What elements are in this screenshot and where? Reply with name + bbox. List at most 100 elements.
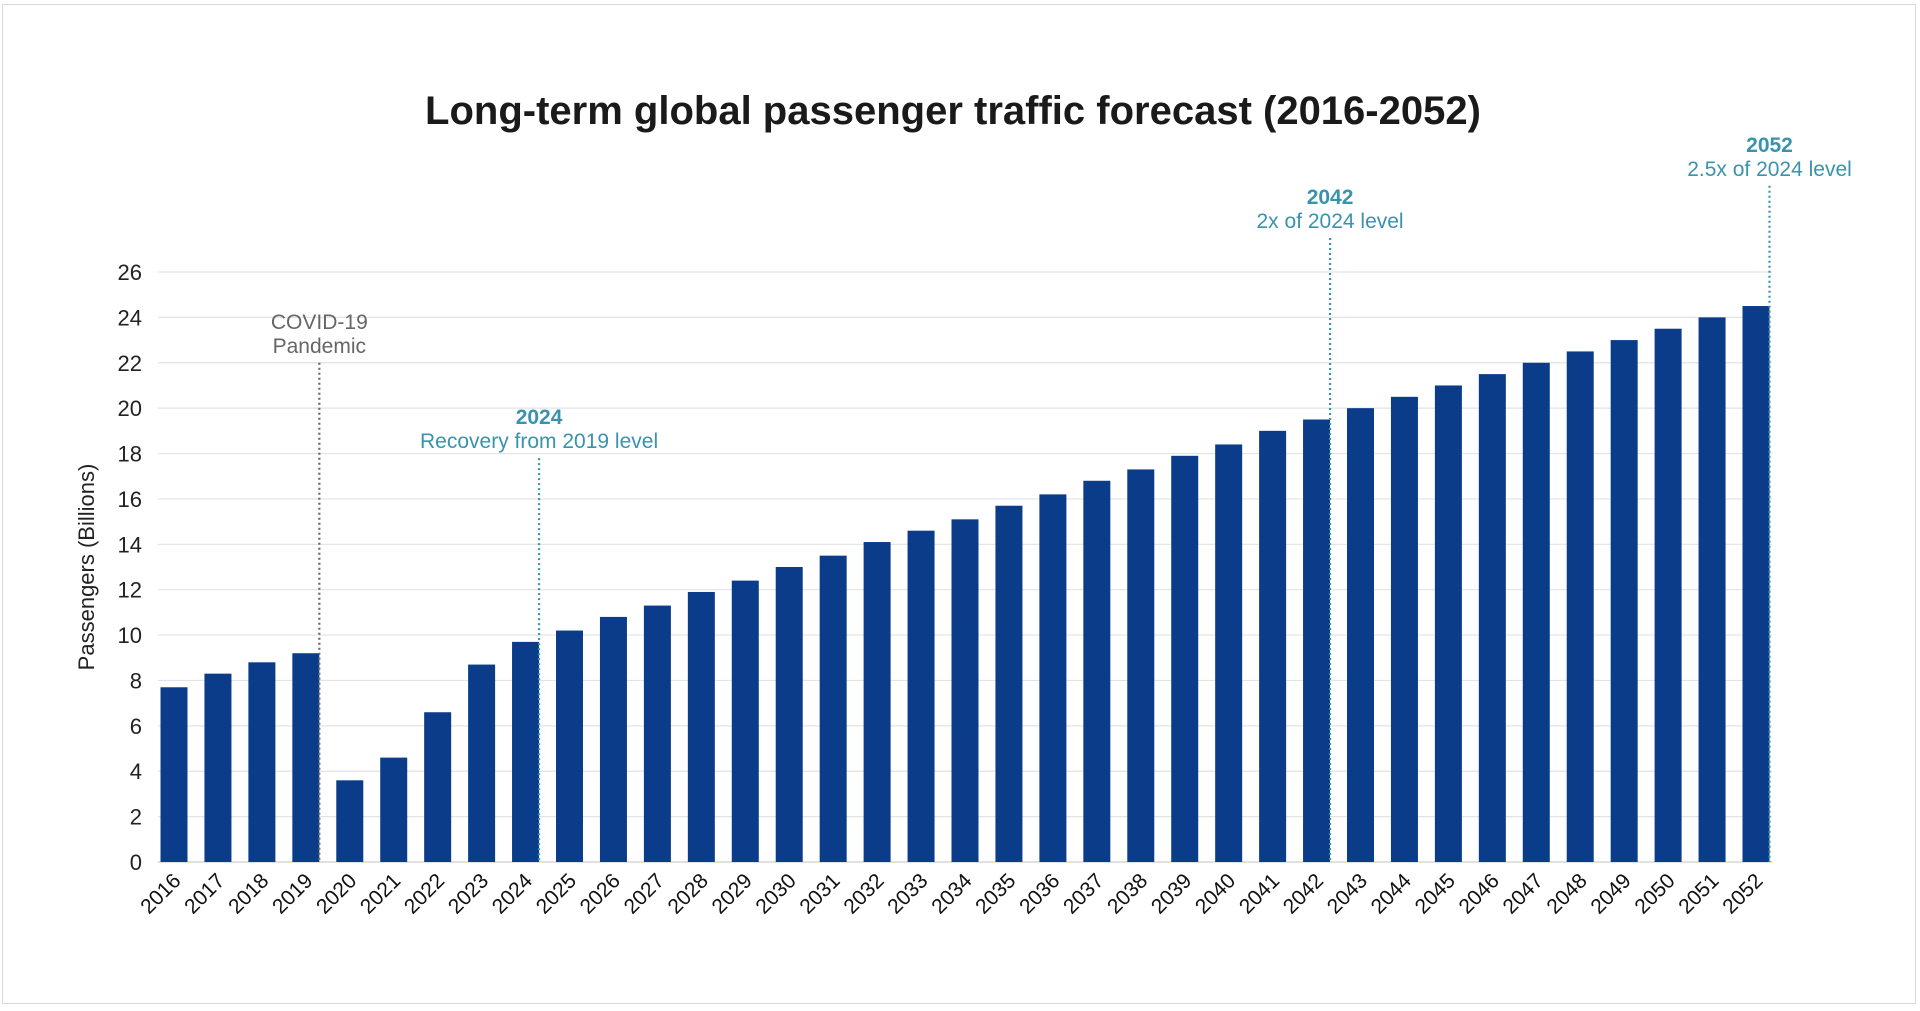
x-tick-label: 2038 (1103, 869, 1152, 918)
y-tick-label: 4 (130, 759, 142, 784)
y-tick-label: 14 (118, 532, 142, 557)
bar-2031 (819, 555, 847, 862)
x-tick-label: 2040 (1191, 869, 1240, 918)
x-tick-label: 2044 (1367, 869, 1417, 919)
y-tick-label: 10 (118, 623, 142, 648)
x-tick-label: 2027 (620, 869, 669, 918)
annotation-title: 2052 (1746, 134, 1793, 157)
x-tick-label: 2045 (1411, 869, 1460, 918)
bar-2024 (512, 641, 540, 862)
y-tick-label: 6 (130, 714, 142, 739)
bar-2016 (160, 687, 188, 862)
bar-2035 (995, 505, 1023, 862)
bar-2051 (1698, 317, 1726, 862)
bar-2025 (556, 630, 583, 862)
bar-2028 (687, 591, 715, 862)
bar-2041 (1259, 430, 1287, 862)
x-tick-label: 2042 (1279, 869, 1328, 918)
bar-2034 (951, 519, 979, 862)
bar-2029 (731, 580, 759, 862)
x-tick-label: 2047 (1499, 869, 1548, 918)
annotation-title: 2024 (516, 406, 563, 429)
x-tick-label: 2037 (1059, 869, 1108, 918)
x-tick-label: 2025 (532, 869, 581, 918)
y-tick-label: 0 (130, 850, 142, 875)
bar-2037 (1083, 480, 1111, 862)
y-tick-label: 26 (118, 260, 142, 285)
y-tick-label: 16 (118, 487, 142, 512)
bar-2040 (1215, 444, 1243, 862)
bar-2039 (1171, 455, 1199, 862)
bar-2047 (1522, 362, 1550, 862)
bar-2050 (1654, 328, 1682, 862)
bar-2026 (599, 616, 627, 862)
x-tick-label: 2043 (1323, 869, 1372, 918)
x-tick-label: 2016 (136, 869, 185, 918)
x-tick-label: 2050 (1630, 869, 1679, 918)
bar-2038 (1127, 469, 1155, 862)
x-tick-label: 2022 (400, 869, 449, 918)
x-tick-label: 2021 (356, 869, 405, 918)
bar-2052 (1742, 306, 1770, 862)
x-tick-label: 2032 (839, 869, 888, 918)
bar-2046 (1478, 374, 1506, 862)
bar-2043 (1347, 408, 1374, 862)
annotation-title: 2042 (1307, 186, 1354, 209)
x-tick-label: 2048 (1542, 869, 1591, 918)
bar-2023 (468, 664, 496, 862)
annotation-text: Pandemic (273, 335, 366, 358)
x-tick-label: 2029 (708, 869, 757, 918)
y-axis-label: Passengers (Billions) (74, 464, 99, 671)
bar-2042 (1303, 419, 1331, 862)
x-tick-label: 2018 (224, 869, 273, 918)
y-tick-label: 12 (118, 578, 142, 603)
bar-2017 (204, 673, 232, 862)
x-tick-label: 2041 (1235, 869, 1284, 918)
x-tick-label: 2046 (1455, 869, 1504, 918)
x-tick-label: 2051 (1674, 869, 1723, 918)
bar-2020 (336, 780, 364, 862)
bar-2044 (1390, 396, 1418, 862)
x-tick-label: 2036 (1015, 869, 1064, 918)
x-tick-label: 2030 (751, 869, 800, 918)
bar-2048 (1566, 351, 1594, 862)
bar-2036 (1039, 494, 1067, 862)
x-tick-label: 2023 (444, 869, 493, 918)
y-tick-label: 24 (118, 305, 142, 330)
x-tick-label: 2017 (180, 869, 229, 918)
x-tick-label: 2031 (795, 869, 844, 918)
bar-2019 (292, 653, 320, 862)
bar-2032 (863, 542, 891, 862)
bar-2049 (1610, 340, 1638, 863)
bar-2018 (248, 662, 276, 862)
bar-2027 (643, 605, 671, 862)
x-tick-label: 2028 (664, 869, 713, 918)
annotation-text: Recovery from 2019 level (420, 430, 658, 453)
x-tick-label: 2026 (576, 869, 625, 918)
bar-2045 (1434, 385, 1462, 862)
bar-2022 (424, 712, 452, 862)
bar-2030 (775, 567, 803, 862)
annotation-text: COVID-19 (271, 311, 368, 334)
x-tick-label: 2020 (312, 869, 361, 918)
x-tick-label: 2033 (883, 869, 932, 918)
bar-2033 (907, 530, 935, 862)
chart-title: Long-term global passenger traffic forec… (425, 89, 1481, 133)
annotation-text: 2.5x of 2024 level (1687, 158, 1852, 181)
x-tick-label: 2039 (1147, 869, 1196, 918)
x-tick-label: 2052 (1718, 869, 1767, 918)
x-tick-label: 2035 (971, 869, 1020, 918)
annotation-text: 2x of 2024 level (1257, 210, 1404, 233)
chart-frame (2, 4, 1916, 1004)
y-tick-label: 22 (118, 351, 142, 376)
bar-2021 (380, 757, 408, 862)
x-tick-label: 2049 (1586, 869, 1635, 918)
y-tick-label: 18 (118, 442, 142, 467)
y-tick-label: 8 (130, 668, 142, 693)
y-tick-label: 2 (130, 805, 142, 830)
y-tick-label: 20 (118, 396, 142, 421)
x-tick-label: 2024 (488, 869, 538, 919)
x-tick-label: 2034 (927, 869, 977, 919)
x-tick-label: 2019 (268, 869, 317, 918)
